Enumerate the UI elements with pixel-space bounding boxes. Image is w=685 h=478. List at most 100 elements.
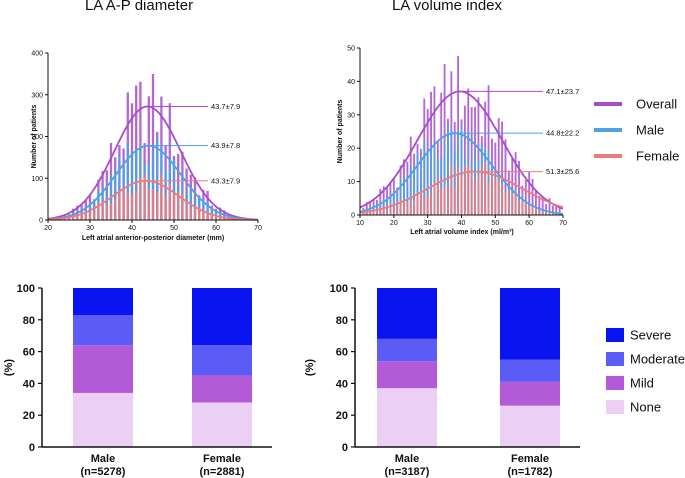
category-n-label: (n=1782) bbox=[508, 466, 553, 478]
y-tick-label: 80 bbox=[23, 315, 35, 327]
fit-annotations: 43.7±7.9 43.9±7.8 43.3±7.9 bbox=[145, 102, 240, 185]
histogram-bar-male bbox=[392, 192, 395, 215]
category-label: Male bbox=[91, 453, 115, 465]
histogram-bar-female bbox=[551, 212, 554, 215]
histogram-bar-female bbox=[450, 165, 453, 215]
legend-label-none: None bbox=[630, 400, 661, 415]
x-tick-label: 40 bbox=[458, 220, 466, 227]
histogram-bar-female bbox=[105, 204, 108, 220]
x-tick-label: 70 bbox=[254, 225, 262, 232]
histogram-bar-female bbox=[101, 201, 104, 220]
y-tick-label: 80 bbox=[336, 315, 348, 327]
histogram-bar-female bbox=[135, 190, 138, 220]
histogram-bar-female bbox=[193, 207, 197, 220]
y-tick-label: 60 bbox=[23, 347, 35, 359]
histogram-bar-female bbox=[538, 209, 541, 215]
y-tick-label: 60 bbox=[336, 347, 348, 359]
fit-curve-male bbox=[47, 144, 258, 221]
histogram-bar-female bbox=[97, 203, 100, 220]
y-axis-label: (%) bbox=[304, 359, 316, 376]
histogram-bar-female bbox=[126, 193, 129, 220]
histogram-bar-overall bbox=[365, 202, 368, 215]
histogram-bar-overall bbox=[514, 152, 517, 215]
fit-annotation-overall: 47.1±23.7 bbox=[546, 87, 579, 96]
histogram-bar-male bbox=[126, 143, 129, 220]
histogram-bar-female bbox=[457, 166, 460, 215]
histogram-bar-female bbox=[430, 192, 432, 215]
y-tick-label: 40 bbox=[23, 378, 35, 390]
histogram-bar-overall bbox=[504, 139, 507, 215]
histogram-bar-female bbox=[436, 177, 439, 215]
histogram-bar-overall bbox=[501, 121, 504, 215]
histogram-bar-female bbox=[494, 178, 497, 215]
stacked-segment-moderate bbox=[377, 338, 437, 362]
stacked-segment-severe bbox=[500, 288, 560, 360]
histogram-bar-female bbox=[372, 209, 375, 215]
histogram-bar-female bbox=[507, 190, 510, 215]
fit-annotations: 47.1±23.7 44.8±22.2 51.3±25.6 bbox=[454, 87, 579, 176]
histogram-bar-female bbox=[399, 200, 402, 215]
histogram-la-ap: 20 30 40 50 60 70 0 100 200 300 400 43.7±7.9 43.9±7… bbox=[31, 51, 262, 243]
histogram-bar-male bbox=[409, 168, 412, 215]
stacked-segment-none bbox=[192, 402, 252, 447]
axis-ticks: Male(n=5278) Female(n=2881) 0 20 40 60 80 100 bbox=[17, 283, 245, 478]
histogram-bar-female bbox=[139, 178, 142, 220]
x-tick-label: 40 bbox=[128, 225, 136, 232]
histogram-bar-female bbox=[227, 218, 230, 220]
histogram-bar-female bbox=[172, 194, 176, 220]
stacked-segment-mild bbox=[73, 345, 133, 393]
y-tick-label: 400 bbox=[31, 51, 43, 58]
histogram-bar-female bbox=[453, 185, 456, 215]
fit-annotation-female: 51.3±25.6 bbox=[546, 167, 579, 176]
y-tick-label: 10 bbox=[347, 179, 355, 186]
y-tick-label: 300 bbox=[31, 92, 43, 99]
x-tick-label: 30 bbox=[86, 225, 94, 232]
y-tick-label: 30 bbox=[347, 112, 355, 119]
x-tick-label: 20 bbox=[390, 220, 398, 227]
histogram-bar-female bbox=[202, 209, 205, 220]
histogram-bar-female bbox=[219, 217, 222, 220]
legend-label-male: Male bbox=[636, 123, 664, 138]
histogram-bar-overall bbox=[538, 196, 541, 215]
y-tick-label: 0 bbox=[39, 218, 43, 225]
histogram-bar-overall bbox=[511, 157, 514, 215]
histogram-bar-female bbox=[118, 191, 121, 220]
y-tick-label: 20 bbox=[336, 410, 348, 422]
y-axis-label: Number of patients bbox=[31, 105, 38, 169]
x-axis-label: Left atrial volume index (ml/m³) bbox=[410, 229, 513, 236]
histogram-bar-male bbox=[416, 151, 419, 215]
histogram-bar-male bbox=[114, 171, 117, 220]
histogram-bar-overall bbox=[147, 96, 150, 220]
histogram-bar-female bbox=[168, 184, 171, 220]
histogram-bar-female bbox=[528, 203, 531, 215]
histogram-bar-female bbox=[406, 202, 409, 215]
stacked-segment-none bbox=[73, 392, 133, 447]
histogram-bars bbox=[362, 55, 561, 216]
stacked-segment-none bbox=[500, 405, 560, 447]
histogram-bar-overall bbox=[545, 204, 548, 215]
histogram-bar-female bbox=[413, 199, 416, 215]
histogram-bar-overall bbox=[497, 118, 500, 215]
category-label: Male bbox=[395, 453, 419, 465]
histogram-bar-overall bbox=[541, 197, 544, 215]
histogram-bar-female bbox=[392, 207, 395, 215]
x-tick-label: 50 bbox=[491, 220, 499, 227]
panel-title-lavi: LA volume index bbox=[392, 0, 503, 14]
histogram-bar-female bbox=[521, 196, 524, 215]
histogram-bar-overall bbox=[551, 205, 554, 215]
y-tick-label: 0 bbox=[29, 442, 35, 454]
fit-annotation-overall: 43.7±7.9 bbox=[211, 102, 240, 111]
histogram-bar-male bbox=[433, 144, 436, 215]
histogram-bar-female bbox=[156, 191, 159, 220]
histogram-bar-female bbox=[531, 206, 534, 215]
histogram-bar-female bbox=[198, 207, 201, 220]
histogram-bar-female bbox=[501, 183, 504, 215]
stacked-segment-mild bbox=[377, 361, 437, 389]
histogram-bar-overall bbox=[470, 107, 473, 215]
histogram-bar-male bbox=[130, 154, 134, 220]
histogram-bar-female bbox=[147, 188, 150, 220]
histogram-bar-female bbox=[487, 182, 490, 215]
histogram-bar-female bbox=[524, 202, 527, 215]
histogram-bar-female bbox=[463, 166, 466, 215]
